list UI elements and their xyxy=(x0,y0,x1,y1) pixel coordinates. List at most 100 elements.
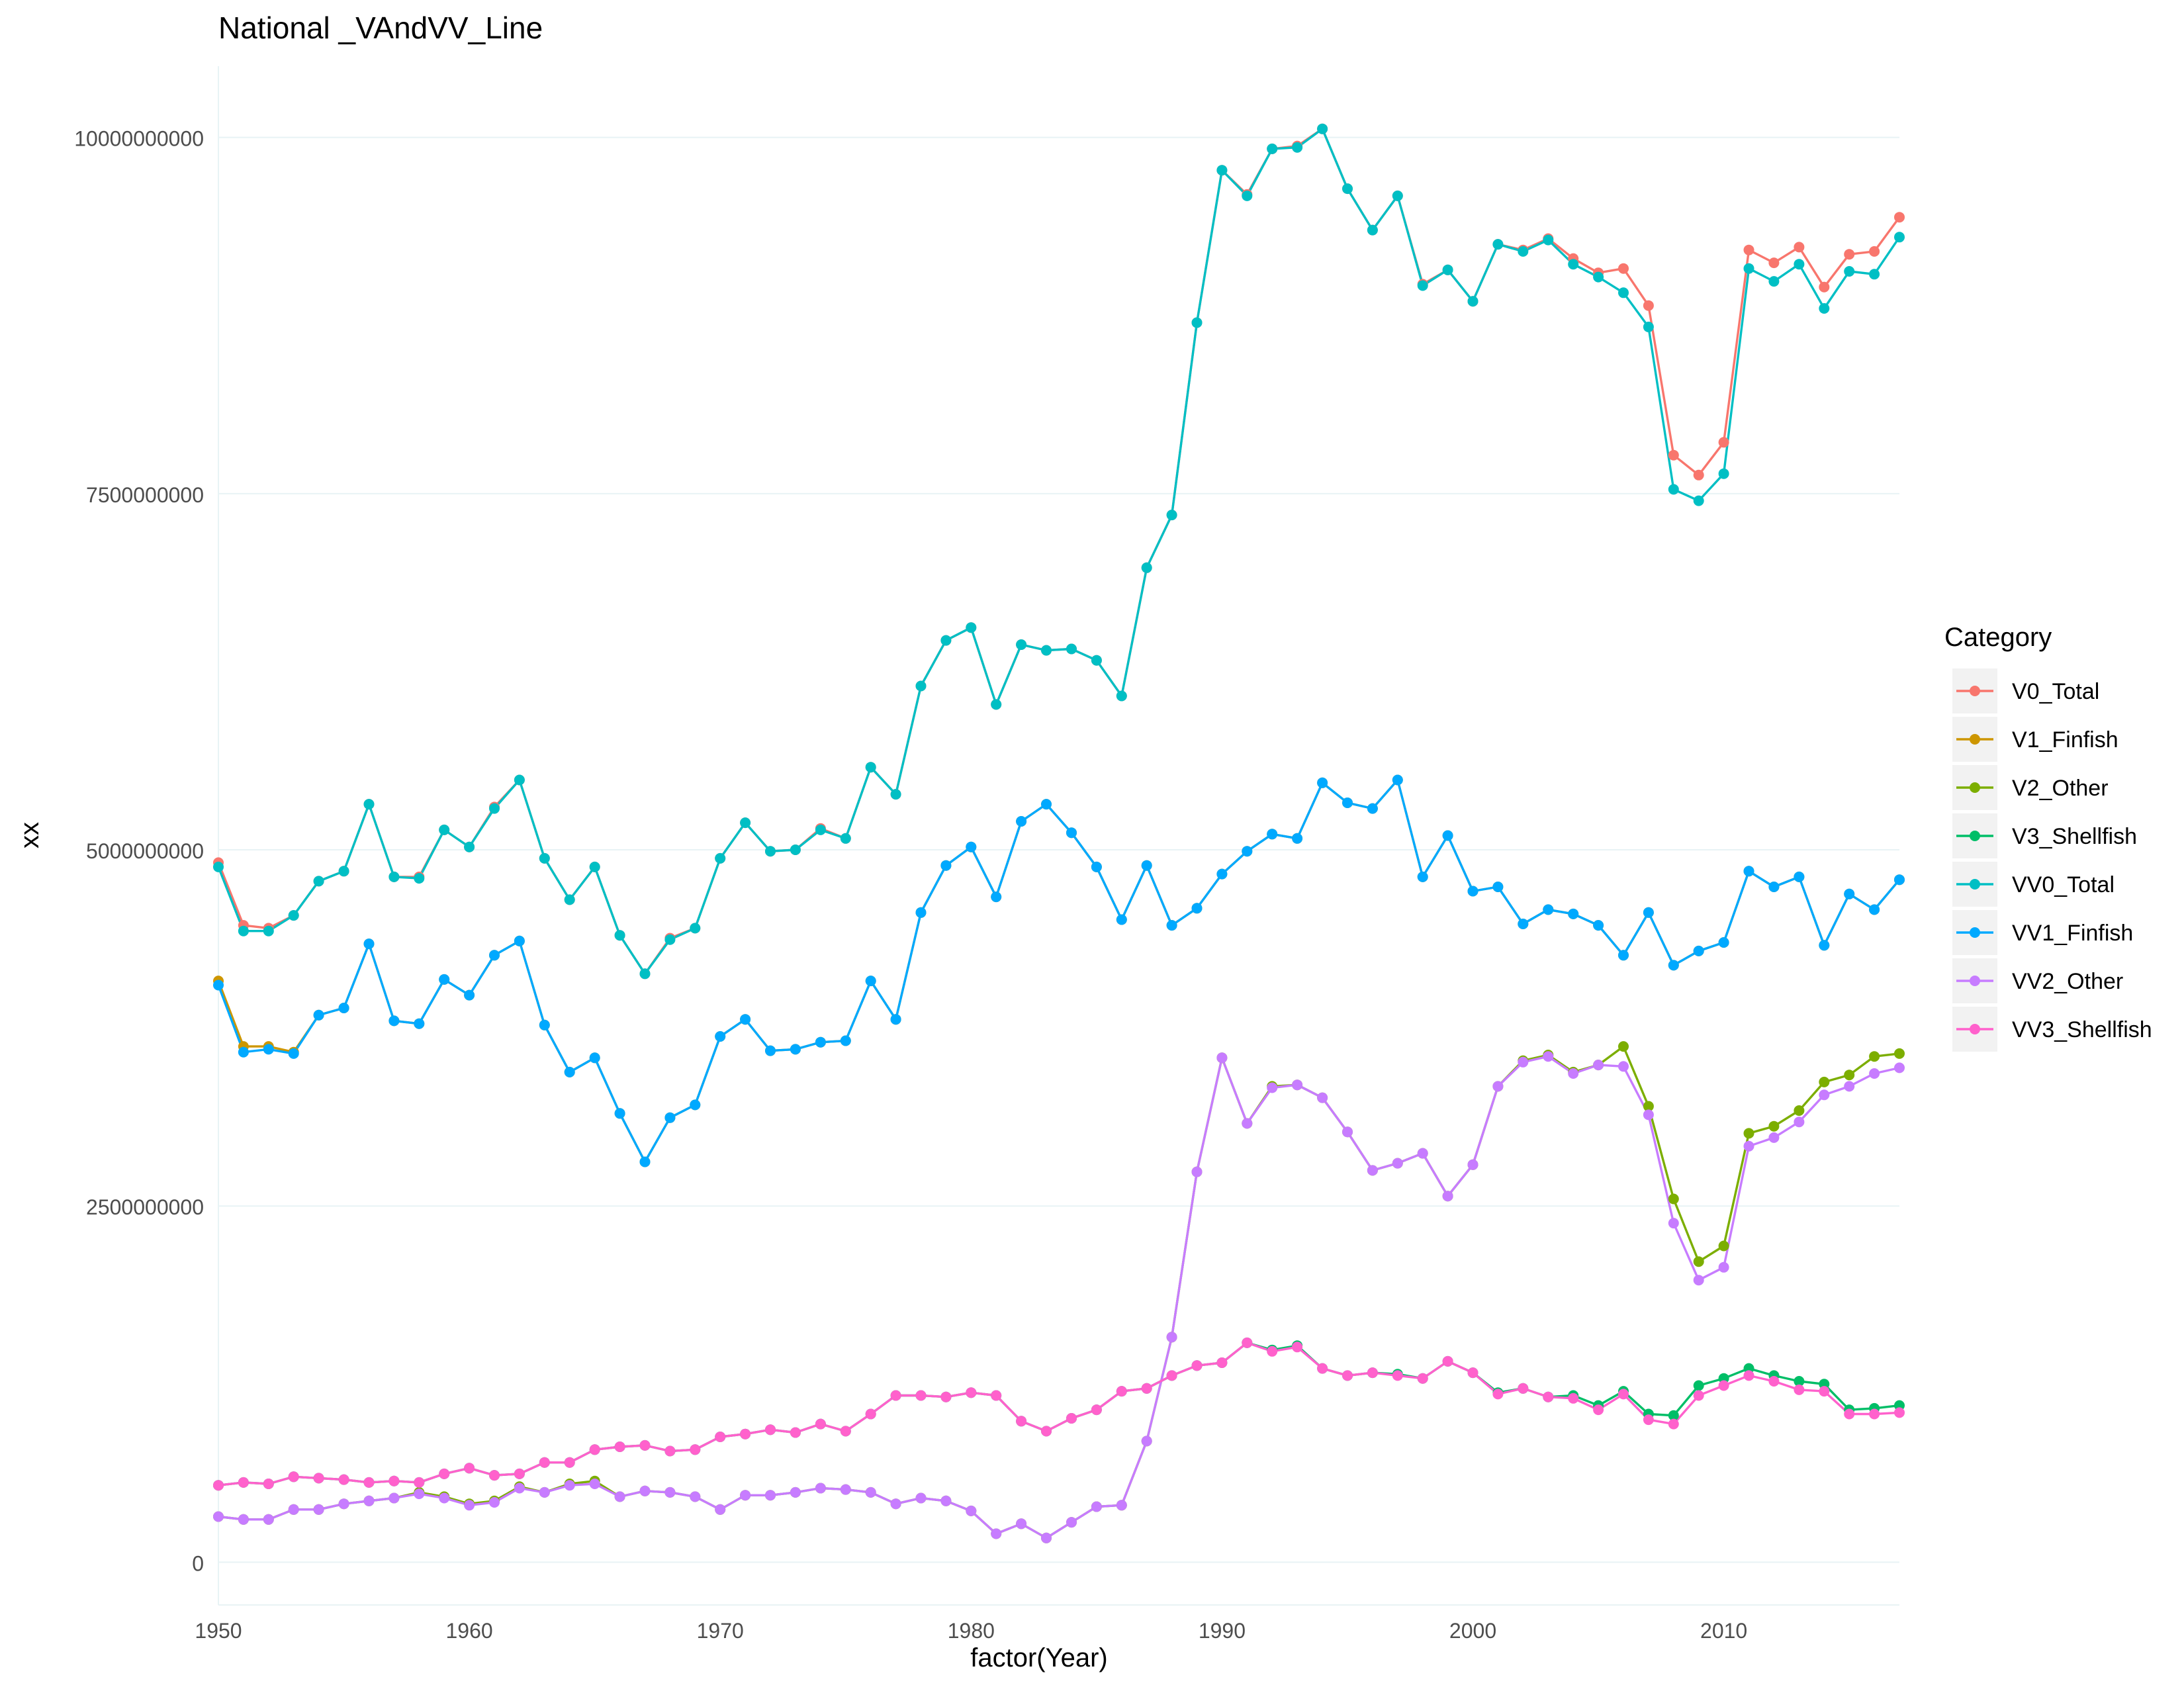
data-point xyxy=(1618,263,1629,274)
legend-label: V2_Other xyxy=(2012,776,2109,801)
data-point xyxy=(1894,1048,1905,1059)
legend-item: VV2_Other xyxy=(1952,958,2123,1003)
data-point xyxy=(614,1108,625,1119)
data-point xyxy=(1693,1380,1704,1391)
data-point xyxy=(1191,903,1203,914)
data-point xyxy=(1367,1165,1378,1176)
points-VV3_Shellfish xyxy=(213,1337,1905,1491)
data-point xyxy=(1643,1101,1654,1112)
data-point xyxy=(1593,1060,1604,1071)
data-point xyxy=(1794,259,1805,270)
data-point xyxy=(614,930,625,941)
data-point xyxy=(1442,830,1453,841)
data-point xyxy=(1242,846,1253,857)
data-point xyxy=(1467,1367,1479,1379)
data-point xyxy=(1794,242,1805,253)
data-point xyxy=(539,1457,550,1468)
data-point xyxy=(1467,1159,1479,1170)
data-point xyxy=(1844,249,1855,260)
axes: 0 2500000000 5000000000 7500000000 100000000… xyxy=(74,127,1747,1643)
data-point xyxy=(790,1486,801,1498)
data-point xyxy=(1894,874,1905,886)
data-point xyxy=(1242,1118,1253,1129)
data-point xyxy=(664,1112,676,1123)
data-point xyxy=(1643,300,1654,311)
data-point xyxy=(1166,1332,1177,1343)
data-point xyxy=(865,762,876,773)
data-point xyxy=(1618,287,1629,298)
x-tick-label: 1980 xyxy=(948,1619,995,1643)
data-point xyxy=(539,1486,550,1498)
data-point xyxy=(1417,871,1428,882)
legend-item: VV3_Shellfish xyxy=(1952,1007,2152,1052)
data-point xyxy=(639,1156,651,1167)
data-point xyxy=(1292,1342,1303,1353)
data-point xyxy=(1191,1166,1203,1177)
x-tick-label: 1960 xyxy=(446,1619,493,1643)
data-point xyxy=(539,1019,550,1030)
data-point xyxy=(263,1514,274,1525)
data-point xyxy=(213,861,224,872)
data-point xyxy=(1543,904,1554,915)
data-point xyxy=(313,1473,324,1484)
data-point xyxy=(1267,829,1278,840)
data-point xyxy=(1794,1384,1805,1395)
points-VV0_Total xyxy=(213,123,1905,980)
data-point xyxy=(1693,1390,1704,1401)
data-point xyxy=(1819,1076,1830,1087)
x-axis-title: factor(Year) xyxy=(970,1643,1108,1672)
data-point xyxy=(1643,322,1654,332)
data-point xyxy=(1768,1120,1780,1132)
data-point xyxy=(1417,1373,1428,1384)
data-point xyxy=(915,1390,927,1401)
data-point xyxy=(1618,950,1629,961)
data-point xyxy=(664,1445,676,1457)
data-point xyxy=(1844,266,1855,277)
data-point xyxy=(1844,1408,1855,1420)
series-points xyxy=(213,123,1905,1543)
data-point xyxy=(1668,449,1679,461)
data-point xyxy=(1869,1408,1880,1420)
data-point xyxy=(1894,212,1905,223)
data-point xyxy=(840,1484,851,1495)
data-point xyxy=(1794,1117,1805,1128)
data-point xyxy=(439,1468,450,1479)
data-point xyxy=(740,1428,751,1440)
data-point xyxy=(589,1052,600,1064)
data-point xyxy=(765,1045,776,1056)
data-point xyxy=(1869,1051,1880,1062)
data-point xyxy=(1317,123,1328,134)
data-point xyxy=(1216,868,1228,880)
data-point xyxy=(1618,1389,1629,1400)
data-point xyxy=(514,774,525,786)
data-point xyxy=(1693,1275,1704,1286)
data-point xyxy=(1844,1070,1855,1081)
data-point xyxy=(1191,1360,1203,1371)
data-point xyxy=(363,938,375,950)
data-point xyxy=(915,680,927,692)
data-point xyxy=(765,1424,776,1436)
data-point xyxy=(715,1432,726,1442)
data-point xyxy=(439,1492,450,1504)
data-point xyxy=(514,1483,525,1494)
data-point xyxy=(1543,1051,1554,1062)
data-point xyxy=(1568,1068,1579,1079)
legend-item: VV1_Finfish xyxy=(1952,910,2133,955)
data-point xyxy=(288,1471,299,1483)
data-point xyxy=(1844,1081,1855,1092)
legend-key-point xyxy=(1970,879,1980,890)
data-point xyxy=(740,817,751,829)
legend-key-point xyxy=(1970,831,1980,841)
data-point xyxy=(1819,1386,1830,1397)
data-point xyxy=(1794,1376,1805,1387)
data-point xyxy=(363,799,375,810)
data-point xyxy=(363,1477,375,1488)
data-point xyxy=(1894,1062,1905,1074)
data-point xyxy=(388,1492,400,1504)
data-point xyxy=(1768,882,1780,892)
x-tick-label: 2000 xyxy=(1449,1619,1496,1643)
legend-label: VV0_Total xyxy=(2012,872,2115,897)
data-point xyxy=(464,989,475,1001)
data-point xyxy=(1668,484,1679,495)
data-point xyxy=(966,1505,977,1516)
